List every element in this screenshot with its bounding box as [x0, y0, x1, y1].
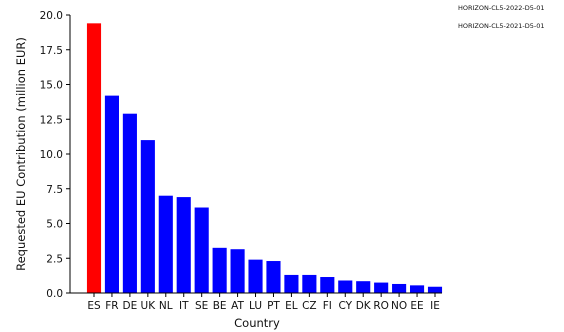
bar-lu: [248, 259, 263, 293]
x-tick-label-el: EL: [285, 300, 298, 312]
bar-cz: [302, 274, 317, 293]
bar-it: [176, 197, 191, 293]
y-tick-label: 15.0: [40, 80, 63, 92]
bar-nl: [158, 195, 173, 293]
x-tick-label-ee: EE: [410, 300, 423, 312]
bar-fr: [104, 95, 120, 294]
y-tick-label: 10.0: [40, 149, 63, 161]
legend: HORIZON-CL5-2022-D5-01 HORIZON-CL5-2021-…: [458, 4, 545, 30]
legend-entry-2022: HORIZON-CL5-2022-D5-01: [458, 4, 545, 12]
bar-cy: [338, 280, 353, 293]
bar-ee: [409, 285, 425, 293]
bar-pt: [266, 261, 281, 293]
y-tick-label: 17.5: [40, 45, 63, 57]
bar-ro: [374, 282, 389, 293]
bar-de: [122, 113, 137, 293]
y-tick-label: 5.0: [46, 219, 63, 231]
x-tick-label-dk: DK: [356, 300, 372, 312]
y-tick-label: 7.5: [46, 184, 63, 196]
bar-no: [392, 283, 407, 293]
y-tick-label: 0.0: [46, 288, 63, 300]
bar-ie: [427, 286, 443, 293]
x-tick-label-ro: RO: [373, 300, 389, 312]
x-tick-label-uk: UK: [141, 300, 157, 312]
y-tick-label: 12.5: [40, 114, 63, 126]
x-tick-label-cy: CY: [338, 300, 352, 312]
bar-at: [230, 249, 245, 293]
x-tick-label-es: ES: [87, 300, 101, 312]
y-tick-label: 20.0: [40, 10, 63, 22]
bar-fi: [320, 277, 335, 293]
x-tick-label-ie: IE: [430, 300, 440, 312]
x-tick-label-it: IT: [179, 300, 189, 312]
x-tick-label-no: NO: [391, 300, 407, 312]
bar-uk: [140, 140, 155, 293]
bars: [86, 23, 443, 294]
x-tick-label-de: DE: [123, 300, 138, 312]
y-axis-label: Requested EU Contribution (million EUR): [14, 37, 28, 271]
x-tick-label-at: AT: [231, 300, 244, 312]
x-tick-label-se: SE: [195, 300, 208, 312]
x-axis-ticks: ES FR DE UK NL IT SE BE AT LU PT EL CZ FI CY DK RO NO EE IE: [87, 293, 440, 312]
x-tick-label-lu: LU: [249, 300, 262, 312]
x-tick-label-cz: CZ: [302, 300, 317, 312]
y-tick-label: 2.5: [46, 253, 63, 265]
bar-se: [194, 207, 209, 293]
x-tick-label-nl: NL: [159, 300, 173, 312]
bar-es: [86, 23, 102, 294]
x-tick-label-be: BE: [213, 300, 227, 312]
x-axis-label: Country: [234, 316, 280, 330]
x-tick-label-pt: PT: [267, 300, 280, 312]
legend-entry-2021: HORIZON-CL5-2021-D5-01: [458, 22, 545, 30]
bar-el: [284, 274, 299, 293]
x-tick-label-fi: FI: [323, 300, 332, 312]
x-tick-label-fr: FR: [105, 300, 118, 312]
y-axis-ticks: 0.0 2.5 5.0 7.5 10.0 12.5 15.0 17.5 20.0: [40, 10, 70, 300]
bar-dk: [356, 281, 371, 293]
bar-be: [212, 247, 227, 293]
